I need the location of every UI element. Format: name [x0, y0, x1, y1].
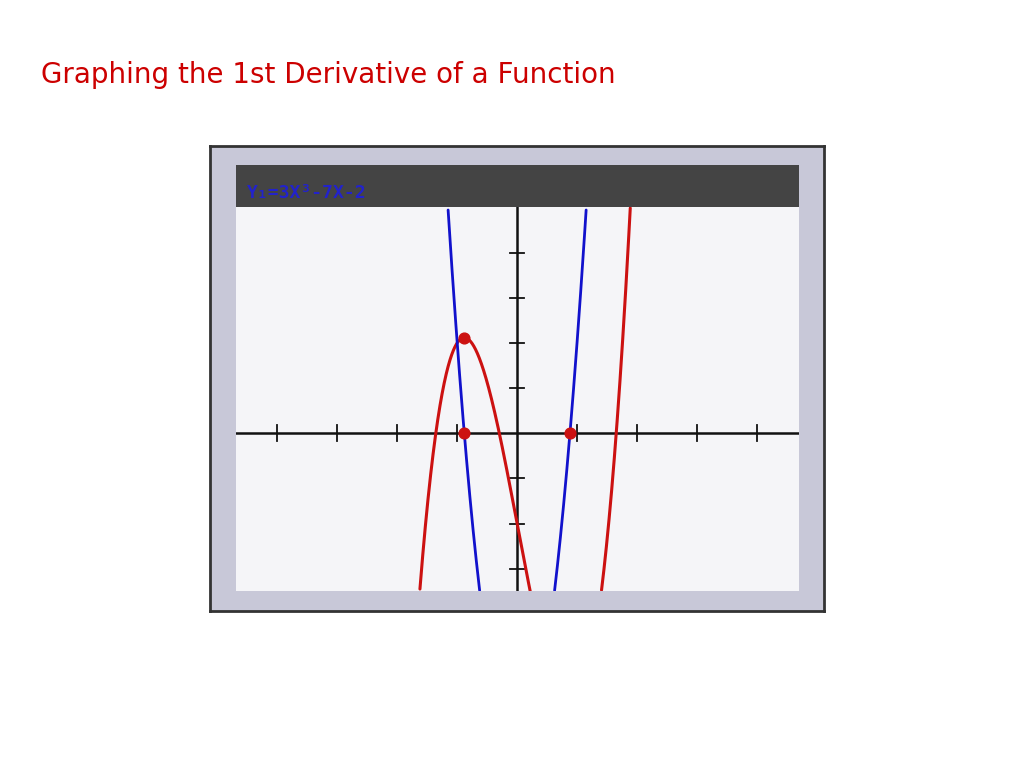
Point: [562, 427, 579, 439]
Point: [456, 427, 472, 439]
Point: [562, 703, 579, 716]
Text: Graphing the 1st Derivative of a Function: Graphing the 1st Derivative of a Functio…: [41, 61, 615, 89]
Text: Y₁=3X³-7X-2: Y₁=3X³-7X-2: [247, 184, 367, 201]
Point: [456, 332, 472, 344]
